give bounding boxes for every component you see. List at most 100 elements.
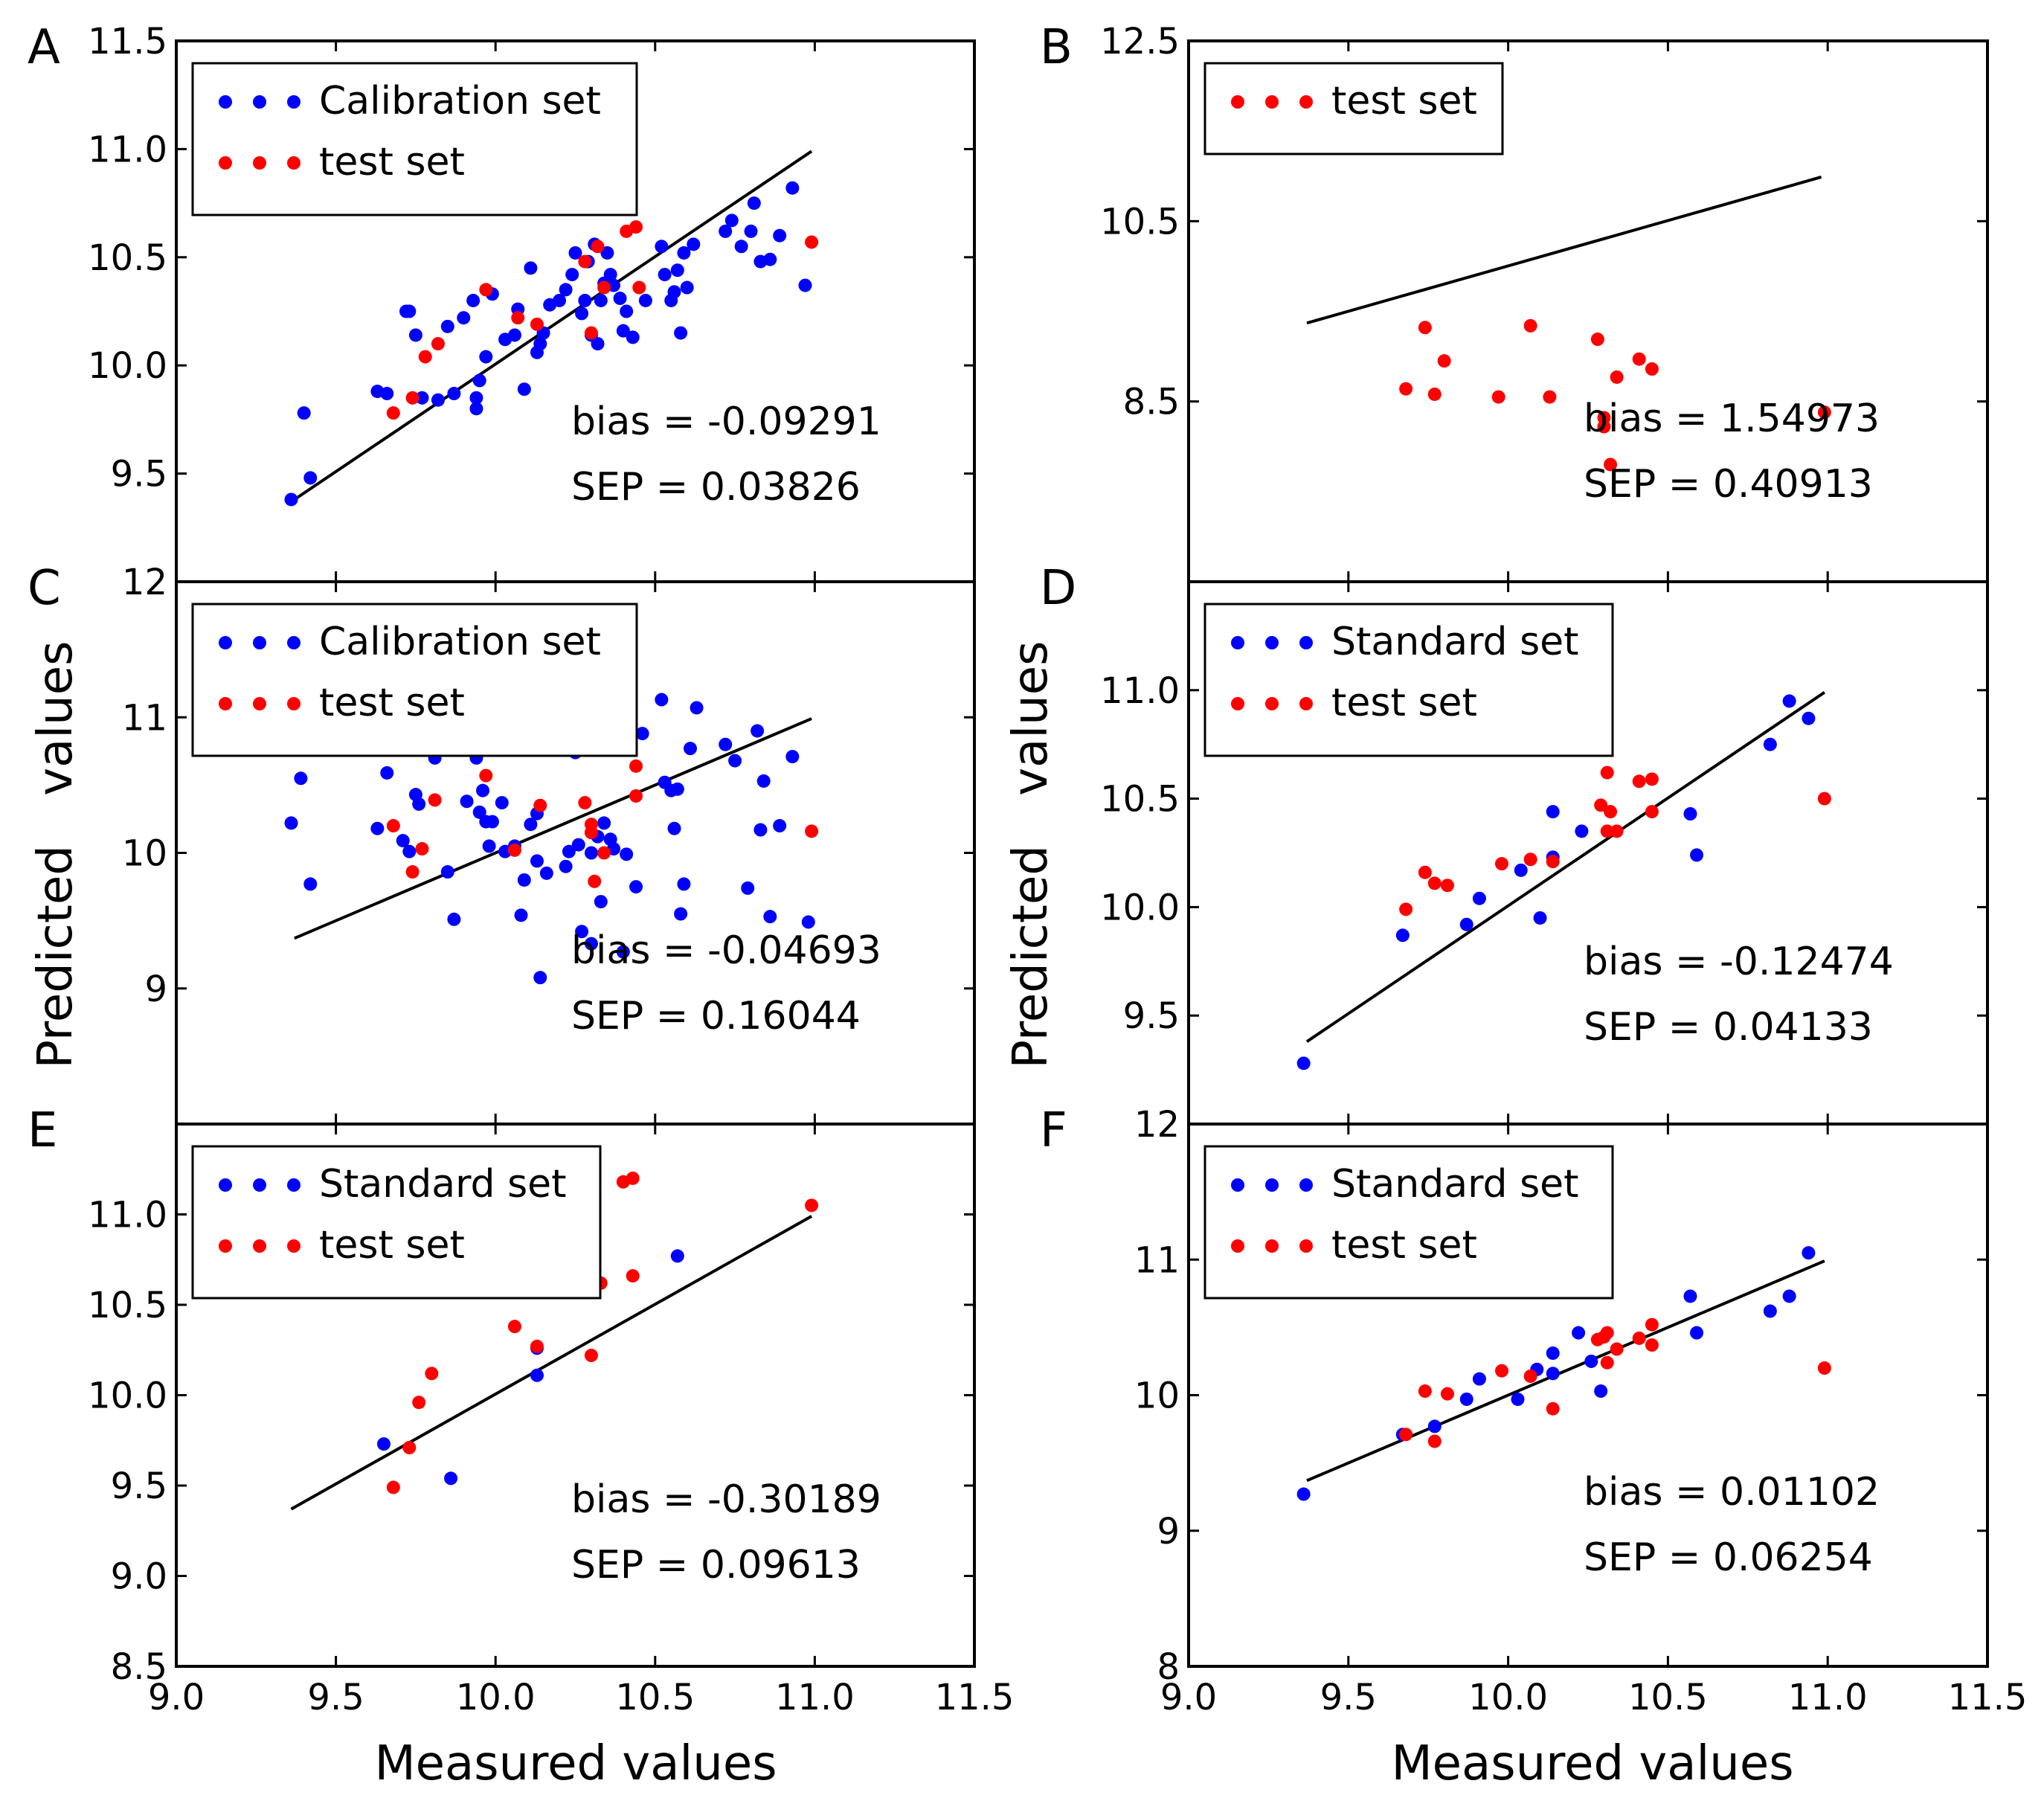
blue-data-point bbox=[284, 492, 298, 507]
blue-data-point bbox=[440, 865, 454, 879]
red-data-point bbox=[629, 789, 643, 803]
panel-c: 9 10 11 12 C Calibration set test set bias = -0… bbox=[28, 561, 976, 1126]
legend-marker bbox=[1231, 95, 1244, 109]
red-data-point bbox=[1817, 405, 1831, 420]
y-tick-label: 8 bbox=[1157, 1646, 1180, 1688]
y-axis-label-right: Predicted values bbox=[1003, 641, 1058, 1069]
blue-data-point bbox=[594, 895, 608, 909]
red-data-point bbox=[1523, 318, 1537, 333]
red-data-point bbox=[1418, 321, 1432, 335]
blue-data-point bbox=[1296, 1056, 1311, 1070]
blue-data-point bbox=[533, 971, 547, 985]
y-tick-label: 10.5 bbox=[88, 1285, 167, 1326]
red-data-point bbox=[1817, 1361, 1831, 1375]
red-data-point bbox=[1604, 457, 1618, 472]
red-data-point bbox=[1632, 774, 1646, 789]
red-data-point bbox=[1645, 1317, 1659, 1332]
legend-box bbox=[1203, 1145, 1614, 1300]
red-data-point bbox=[1495, 1364, 1509, 1378]
blue-data-point bbox=[412, 797, 426, 811]
x-tick-label: 10.0 bbox=[456, 1677, 536, 1718]
blue-data-point bbox=[482, 839, 496, 853]
legend-marker bbox=[253, 1178, 266, 1192]
legend-marker bbox=[219, 1239, 232, 1253]
red-data-point bbox=[1600, 1326, 1614, 1340]
red-data-point bbox=[1427, 876, 1442, 890]
blue-data-point bbox=[747, 196, 761, 211]
y-tick-label: 11.0 bbox=[1100, 670, 1180, 712]
legend-marker bbox=[287, 1178, 301, 1192]
blue-data-point bbox=[303, 471, 318, 485]
y-tick-label: 9 bbox=[144, 969, 167, 1010]
x-tick-label: 10.5 bbox=[615, 1677, 695, 1718]
blue-data-point bbox=[1511, 1392, 1525, 1406]
blue-data-point bbox=[1575, 824, 1589, 838]
legend-box bbox=[191, 62, 638, 216]
blue-data-point bbox=[553, 293, 567, 307]
blue-data-point bbox=[524, 261, 538, 275]
blue-data-point bbox=[690, 701, 704, 715]
blue-data-point bbox=[603, 268, 617, 282]
red-data-point bbox=[479, 283, 493, 297]
legend-box bbox=[191, 603, 638, 757]
blue-data-point bbox=[402, 304, 417, 318]
legend-label: test set bbox=[1331, 681, 1477, 725]
blue-data-point bbox=[1395, 928, 1410, 943]
red-data-point bbox=[1604, 805, 1618, 819]
legend-label: Standard set bbox=[319, 1162, 567, 1207]
blue-data-point bbox=[594, 293, 608, 307]
blue-data-point bbox=[578, 293, 592, 307]
blue-data-point bbox=[514, 908, 528, 922]
legend-marker bbox=[1231, 1178, 1244, 1192]
red-data-point bbox=[412, 1396, 426, 1410]
y-tick-label: 10.0 bbox=[88, 1375, 167, 1417]
blue-data-point bbox=[472, 373, 486, 388]
x-tick-label: 11.5 bbox=[935, 1677, 1015, 1718]
blue-data-point bbox=[533, 337, 547, 351]
blue-data-point bbox=[719, 737, 733, 751]
blue-data-point bbox=[597, 816, 611, 830]
blue-data-point bbox=[756, 774, 771, 788]
panel-label: E bbox=[28, 1103, 57, 1158]
legend-marker bbox=[1265, 1239, 1279, 1253]
blue-data-point bbox=[1514, 863, 1528, 877]
red-data-point bbox=[1632, 352, 1646, 366]
x-tick-label: 11.5 bbox=[1948, 1677, 2028, 1718]
blue-data-point bbox=[472, 805, 486, 819]
blue-data-point bbox=[530, 854, 544, 868]
blue-data-point bbox=[719, 224, 733, 238]
blue-data-point bbox=[376, 1437, 391, 1451]
blue-data-point bbox=[674, 907, 688, 921]
legend-marker bbox=[287, 156, 301, 170]
blue-data-point bbox=[408, 328, 422, 342]
y-tick-label: 11.5 bbox=[88, 21, 167, 62]
red-data-point bbox=[588, 874, 602, 888]
blue-data-point bbox=[620, 304, 634, 318]
legend-marker bbox=[1265, 95, 1279, 109]
y-tick-label: 12.5 bbox=[1100, 21, 1180, 62]
red-data-point bbox=[584, 326, 598, 340]
red-data-point bbox=[629, 220, 643, 234]
blue-data-point bbox=[667, 821, 681, 835]
panel-d: 9.5 10.0 10.5 11.0 D Standard set test set bias… bbox=[1040, 561, 1989, 1126]
legend-marker bbox=[1231, 697, 1244, 710]
blue-data-point bbox=[1763, 737, 1777, 751]
red-data-point bbox=[1418, 1384, 1432, 1399]
blue-data-point bbox=[1690, 848, 1704, 862]
legend-label: test set bbox=[1331, 1223, 1477, 1268]
legend-marker bbox=[287, 636, 301, 649]
sep-annotation: SEP = 0.03826 bbox=[571, 465, 861, 510]
red-data-point bbox=[578, 254, 592, 269]
legend-marker bbox=[1299, 1239, 1313, 1253]
x-tick-label: 9.0 bbox=[1160, 1677, 1217, 1718]
red-data-point bbox=[578, 796, 592, 810]
panel-label: C bbox=[28, 561, 61, 616]
blue-data-point bbox=[680, 280, 694, 295]
fit-line bbox=[1305, 691, 1826, 1043]
panel-e: 8.59.09.510.010.511.09.0 9.5 10.0 10.5 11.0 1… bbox=[28, 1103, 1014, 1718]
red-data-point bbox=[530, 317, 544, 331]
blue-data-point bbox=[1782, 1289, 1796, 1303]
legend-label: Standard set bbox=[1331, 1162, 1579, 1207]
fit-line bbox=[1306, 176, 1822, 325]
